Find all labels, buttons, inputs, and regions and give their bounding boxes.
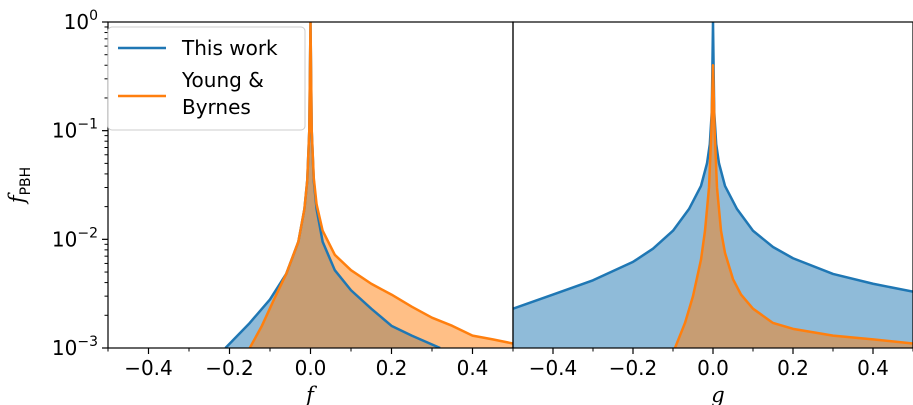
legend-label-young-byrnes: Young & Byrnes — [181, 68, 270, 119]
y-tick-label: 10−1 — [52, 117, 98, 143]
y-tick-label: 10−2 — [52, 225, 98, 251]
legend-box — [107, 26, 306, 131]
left-x-tick-label: 0.4 — [457, 356, 489, 380]
legend-label-this-work: This work — [181, 36, 278, 60]
y-axis-label: fPBH — [5, 167, 34, 205]
y-axis-label-sub: PBH — [18, 167, 34, 196]
right-x-tick-label: 0.2 — [777, 356, 809, 380]
left-x-tick-label: 0.2 — [376, 356, 408, 380]
right-x-tick-label: −0.4 — [529, 356, 578, 380]
left-line-young-byrnes — [248, 22, 513, 348]
left-x-axis-label: f — [304, 383, 317, 405]
right-x-axis-label: g — [711, 383, 724, 405]
legend: This work Young & Byrnes — [107, 26, 306, 131]
right-area-young-byrnes — [675, 65, 913, 348]
right-x-tick-label: −0.2 — [609, 356, 658, 380]
right-panel: −0.4 −0.2 0.0 0.2 0.4 g — [512, 21, 913, 405]
y-tick-label: 10−3 — [52, 334, 98, 360]
legend-label-young-byrnes-line2: Byrnes — [182, 95, 251, 119]
left-area-young-byrnes — [249, 22, 513, 348]
left-x-tick-label: −0.2 — [205, 356, 254, 380]
left-x-tick-label: −0.4 — [124, 356, 173, 380]
right-line-this-work — [513, 22, 913, 310]
left-x-tick-label: 0.0 — [295, 356, 327, 380]
legend-label-young-byrnes-line1: Young & — [181, 68, 264, 92]
right-x-tick-label: 0.4 — [857, 356, 889, 380]
y-tick-label: 100 — [64, 8, 98, 34]
y-axis-label-main: f — [5, 192, 29, 205]
right-x-tick-label: 0.0 — [697, 356, 729, 380]
right-line-young-byrnes — [673, 63, 913, 348]
